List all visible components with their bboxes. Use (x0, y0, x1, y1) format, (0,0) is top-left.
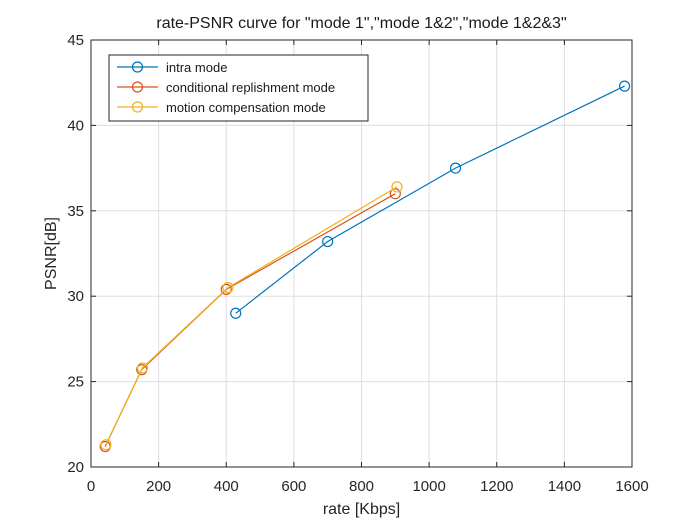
series-line (235, 85, 625, 314)
legend-marker-swatch (131, 61, 144, 73)
x-axis-label: rate [Kbps] (323, 501, 400, 518)
series-1 (230, 80, 631, 319)
y-tick-label: 25 (67, 374, 84, 391)
legend-label: motion compensation mode (166, 100, 326, 115)
series-3 (100, 181, 403, 451)
y-tick-label: 35 (67, 203, 84, 220)
y-tick-label: 20 (67, 459, 84, 476)
data-point (100, 439, 112, 451)
axis-ticks: 0 200 400 600 800 1000 1200 1400 1600 20 25 30 35 40 4… (67, 32, 648, 495)
y-tick-label: 30 (67, 288, 84, 305)
x-tick-label: 1400 (548, 478, 581, 495)
x-tick-label: 200 (146, 478, 171, 495)
data-point (391, 181, 403, 193)
x-tick-label: 1200 (480, 478, 513, 495)
data-point (322, 235, 334, 248)
y-tick-label: 40 (67, 117, 84, 134)
y-axis-label: PSNR[dB] (43, 217, 60, 290)
data-point (222, 282, 234, 294)
legend-item: intra mode (117, 60, 227, 75)
legend-label: intra mode (166, 60, 227, 75)
legend-label: conditional replishment mode (166, 80, 335, 95)
legend-marker-swatch (131, 81, 144, 93)
data-point (389, 188, 401, 200)
legend-item: conditional replishment mode (117, 80, 335, 95)
series-layer (99, 80, 631, 453)
x-tick-label: 1000 (412, 478, 445, 495)
series-line (105, 186, 398, 446)
legend-item: motion compensation mode (117, 100, 326, 115)
x-tick-label: 600 (281, 478, 306, 495)
x-tick-label: 800 (349, 478, 374, 495)
data-point (618, 80, 631, 92)
x-tick-label: 400 (214, 478, 239, 495)
data-point (136, 362, 148, 374)
data-point (230, 307, 242, 319)
y-tick-label: 45 (67, 32, 84, 49)
x-tick-label: 1600 (615, 478, 648, 495)
data-point (449, 162, 462, 174)
legend-marker-swatch (131, 101, 144, 113)
legend: intra mode conditional replishment mode mo… (108, 54, 369, 122)
chart-title: rate-PSNR curve for "mode 1","mode 1&2",… (156, 15, 566, 32)
legend-box (108, 54, 369, 122)
x-tick-label: 0 (87, 478, 95, 495)
data-point (220, 283, 232, 295)
